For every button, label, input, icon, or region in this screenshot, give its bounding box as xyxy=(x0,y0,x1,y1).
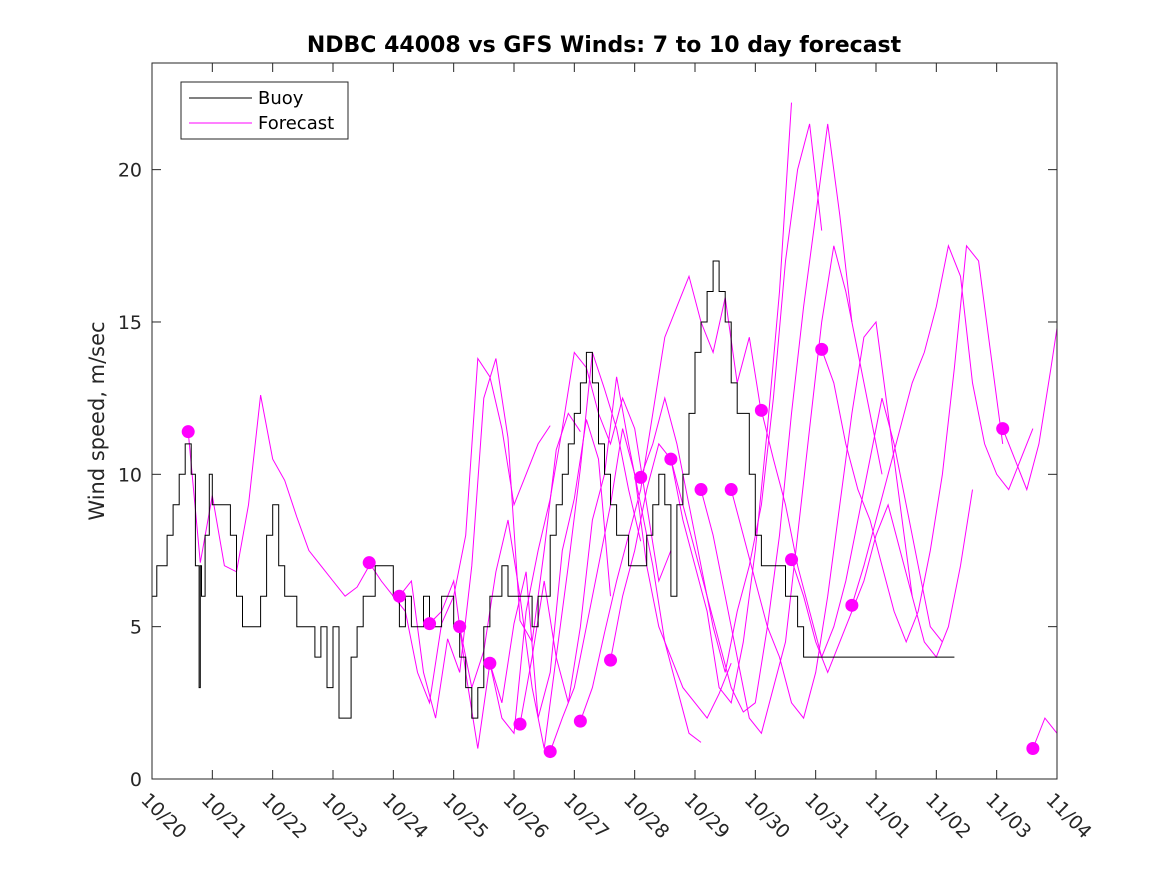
plot-area xyxy=(152,63,1057,779)
forecast-point xyxy=(483,656,497,670)
y-tick-label: 15 xyxy=(118,312,142,334)
forecast-line xyxy=(187,395,370,597)
legend-buoy-label: Buoy xyxy=(258,88,304,109)
forecast-line xyxy=(640,123,823,673)
chart-title: NDBC 44008 vs GFS Winds: 7 to 10 day for… xyxy=(307,33,902,58)
forecast-point xyxy=(423,617,437,631)
forecast-series xyxy=(187,102,1058,752)
y-axis-label: Wind speed, m/sec xyxy=(85,321,109,520)
forecast-point xyxy=(634,470,648,484)
forecast-point xyxy=(694,483,708,497)
forecast-point xyxy=(573,714,587,728)
legend-forecast-label: Forecast xyxy=(258,113,334,134)
forecast-line xyxy=(821,244,1004,644)
y-tick-label: 20 xyxy=(118,160,142,182)
forecast-point xyxy=(845,598,859,612)
forecast-point xyxy=(754,403,768,417)
forecast-point xyxy=(1026,742,1040,756)
y-tick-label: 0 xyxy=(130,769,142,791)
forecast-line xyxy=(700,245,883,735)
legend-box xyxy=(180,81,349,140)
forecast-line xyxy=(1002,328,1058,492)
forecast-point xyxy=(362,556,376,570)
forecast-line xyxy=(670,123,853,713)
forecast-point xyxy=(453,620,467,634)
plot-frame xyxy=(151,62,1058,780)
forecast-line xyxy=(610,102,792,704)
forecast-point xyxy=(181,425,195,439)
forecast-point xyxy=(513,717,527,731)
forecast-point xyxy=(392,589,406,603)
forecast-line xyxy=(1032,717,1058,749)
legend: Buoy Forecast xyxy=(180,81,349,140)
forecast-line xyxy=(519,376,702,743)
forecast-point xyxy=(724,483,738,497)
forecast-point xyxy=(815,342,829,356)
forecast-point xyxy=(785,553,799,567)
forecast-point xyxy=(604,653,618,667)
forecast-point xyxy=(664,452,678,466)
forecast-point xyxy=(543,745,557,759)
y-axis: 0 5 10 15 20 xyxy=(118,160,1057,791)
y-tick-label: 5 xyxy=(130,617,142,639)
forecast-markers xyxy=(181,342,1040,759)
forecast-line xyxy=(730,320,913,720)
buoy-line xyxy=(152,260,955,719)
y-tick-label: 10 xyxy=(118,464,142,486)
buoy-series xyxy=(152,260,955,719)
forecast-point xyxy=(996,422,1010,436)
forecast-line xyxy=(851,244,1034,606)
forecast-line xyxy=(760,397,943,659)
forecast-line xyxy=(489,351,672,735)
